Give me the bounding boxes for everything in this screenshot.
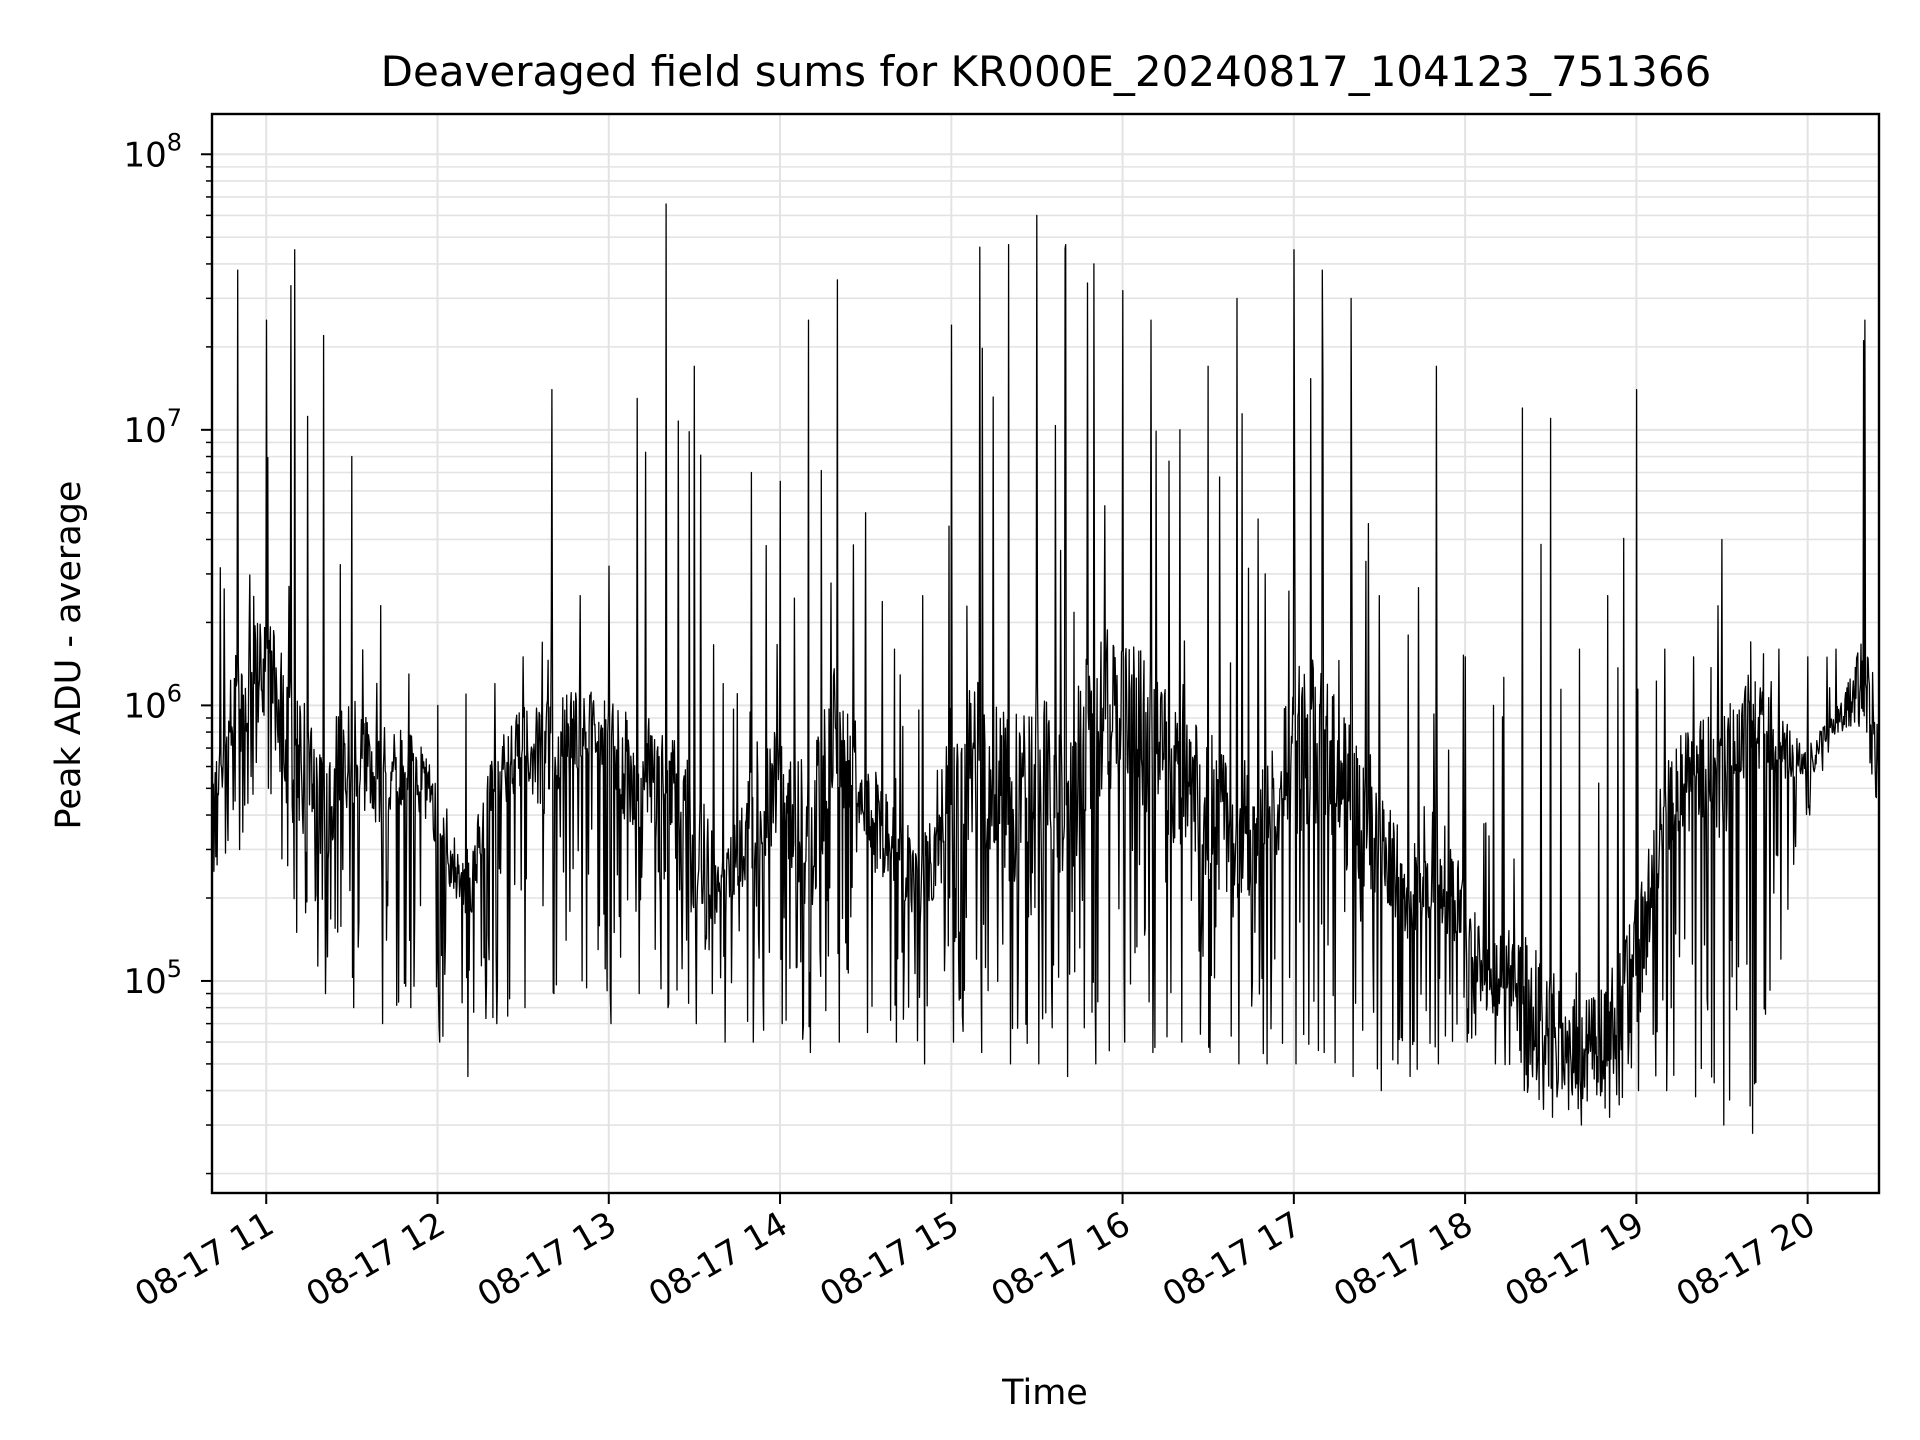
plot-frame	[210, 112, 1881, 1195]
y-axis: 105 106 107 108	[123, 128, 212, 1175]
y-tick-label-1: 106	[123, 679, 182, 726]
y-tick-label-2: 107	[123, 404, 182, 451]
y-axis-label: Peak ADU - average	[49, 481, 89, 830]
x-axis-label: Time	[1001, 1373, 1088, 1413]
series-layer	[211, 203, 1880, 1134]
chart-title: Deaveraged field sums for KR000E_2024081…	[381, 47, 1712, 96]
y-tick-label-0: 105	[123, 955, 182, 1002]
series-line	[211, 203, 1880, 1134]
y-tick-label-3: 108	[123, 128, 182, 175]
